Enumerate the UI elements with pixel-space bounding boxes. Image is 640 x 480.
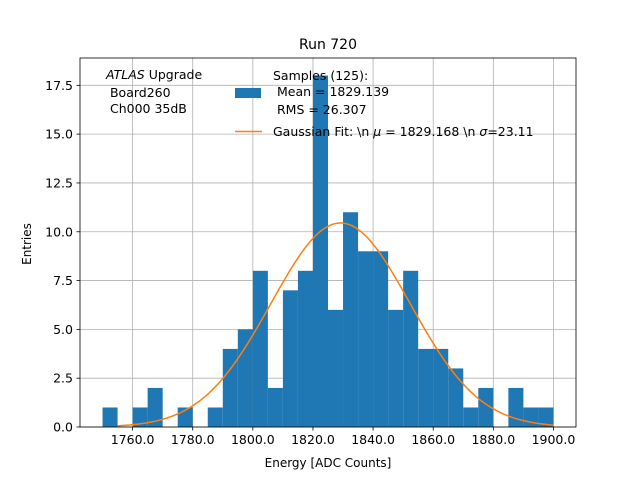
legend-hist-line-3: RMS = 26.307	[273, 102, 367, 117]
legend-fit-mu: μ	[372, 124, 381, 139]
annotation-board: Board260	[106, 85, 171, 100]
legend: Samples (125): Mean = 1829.139 RMS = 26.…	[235, 68, 534, 139]
y-tick-label: 2.5	[53, 371, 73, 386]
histogram-bar	[207, 407, 223, 427]
histogram-bar	[463, 407, 479, 427]
legend-fit-prefix: Gaussian Fit: \n	[273, 124, 373, 139]
legend-fit-suffix: =23.11	[487, 124, 533, 139]
histogram-bar	[343, 212, 359, 427]
y-tick-label: 12.5	[45, 175, 73, 190]
histogram-bar	[237, 329, 253, 427]
y-tick-label: 15.0	[45, 127, 73, 142]
legend-fit-sigma: σ	[479, 124, 488, 139]
annotation-line-1: ATLAS Upgrade	[105, 67, 202, 82]
y-tick-label: 17.5	[45, 78, 73, 93]
histogram-bar	[222, 348, 238, 427]
x-tick-label: 1760.0	[111, 432, 155, 447]
histogram-bar	[297, 270, 313, 427]
gaussian-fit	[117, 222, 554, 427]
x-tick-label: 1820.0	[291, 432, 335, 447]
histogram-bar	[433, 348, 449, 427]
histogram-bar	[523, 407, 539, 427]
atlas-annotation: ATLAS Upgrade Board260 Ch000 35dB	[105, 67, 202, 116]
x-tick-label: 1900.0	[532, 432, 576, 447]
x-tick-label: 1800.0	[231, 432, 275, 447]
y-tick-label: 7.5	[53, 273, 73, 288]
plot-frame	[79, 57, 577, 428]
histogram-bar	[312, 75, 328, 428]
x-axis-ticks: 1760.0 1780.0 1800.0 1820.0 1840.0 1860.0 1880…	[111, 427, 576, 447]
histogram-bar	[328, 309, 344, 427]
histogram-bar	[252, 270, 268, 427]
histogram-bar	[418, 348, 434, 427]
x-tick-label: 1860.0	[411, 432, 455, 447]
annotation-atlas: ATLAS	[105, 67, 145, 82]
histogram-bar	[358, 251, 374, 427]
chart-title: Run 720	[299, 37, 357, 53]
x-axis-label: Energy [ADC Counts]	[265, 456, 392, 470]
x-tick-label: 1780.0	[171, 432, 215, 447]
histogram-bar	[538, 407, 554, 427]
histogram-bars	[102, 75, 554, 428]
histogram-bar	[132, 407, 148, 427]
y-tick-label: 0.0	[53, 420, 73, 435]
y-tick-label: 5.0	[53, 322, 73, 337]
y-axis-ticks: 0.0 2.5 5.0 7.5 10.0 12.5 15.0 17.5	[45, 78, 80, 435]
histogram-bar	[508, 387, 524, 427]
annotation-channel: Ch000 35dB	[106, 101, 187, 116]
histogram-bar	[388, 309, 404, 427]
y-tick-label: 10.0	[45, 224, 73, 239]
legend-hist-line-2: Mean = 1829.139	[273, 84, 389, 99]
legend-fit-label: Gaussian Fit: \n μ = 1829.168 \n σ=23.11	[273, 124, 534, 139]
x-tick-label: 1840.0	[351, 432, 395, 447]
histogram-bar	[267, 387, 283, 427]
histogram-bar	[282, 290, 298, 427]
histogram-bar	[147, 387, 163, 427]
legend-fit-mid: = 1829.168 \n	[381, 124, 479, 139]
legend-hist-line-1: Samples (125):	[273, 68, 368, 83]
annotation-upgrade: Upgrade	[145, 67, 203, 82]
histogram-bar	[102, 407, 118, 427]
x-tick-label: 1880.0	[471, 432, 515, 447]
histogram-bar	[478, 387, 494, 427]
gaussian-fit-curve	[117, 222, 554, 427]
histogram-bar	[373, 251, 389, 427]
legend-hist-swatch	[235, 88, 261, 98]
y-axis-label: Entries	[20, 223, 34, 265]
histogram-bar	[448, 368, 464, 427]
